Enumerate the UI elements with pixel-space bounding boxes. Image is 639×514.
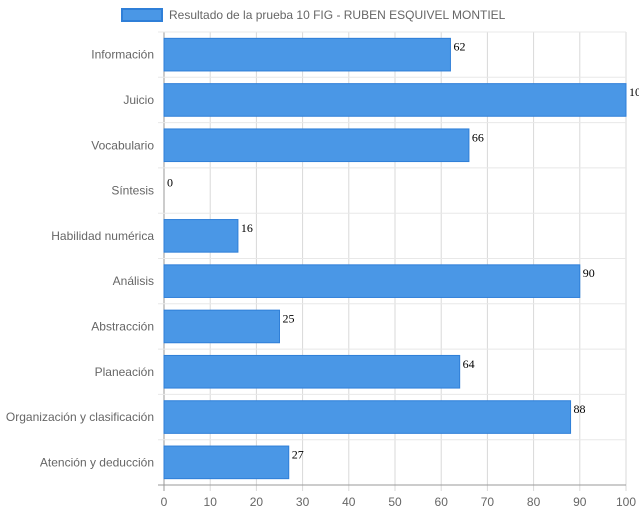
- category-label: Habilidad numérica: [51, 229, 154, 243]
- category-label: Abstracción: [91, 319, 154, 333]
- legend[interactable]: Resultado de la prueba 10 FIG - RUBEN ES…: [121, 8, 506, 22]
- x-tick-label: 30: [296, 495, 310, 509]
- bars: [163, 37, 627, 480]
- legend-label: Resultado de la prueba 10 FIG - RUBEN ES…: [169, 8, 506, 22]
- bar[interactable]: [163, 309, 280, 344]
- bar[interactable]: [163, 37, 451, 72]
- x-tick-label: 60: [435, 495, 449, 509]
- category-label: Vocabulario: [91, 138, 154, 152]
- x-tick-label: 10: [204, 495, 218, 509]
- data-label: 62: [453, 40, 465, 54]
- data-label: 100: [629, 85, 639, 99]
- category-label: Juicio: [123, 93, 154, 107]
- x-tick-label: 40: [342, 495, 356, 509]
- category-label: Planeación: [95, 365, 154, 379]
- category-label: Organización y clasificación: [6, 410, 154, 424]
- bar[interactable]: [163, 264, 581, 298]
- x-axis: 0 10 20 30 40 50 60 70 80 90 100: [161, 495, 637, 509]
- data-label: 25: [283, 311, 295, 325]
- bar[interactable]: [163, 128, 470, 163]
- category-label: Información: [91, 48, 154, 62]
- category-label: Análisis: [113, 274, 154, 288]
- bar[interactable]: [163, 354, 461, 389]
- data-label: 0: [167, 176, 173, 190]
- x-tick-label: 20: [250, 495, 264, 509]
- data-labels: 62 100 66 0 16 90 25 64 88 27: [167, 40, 639, 462]
- data-label: 16: [241, 221, 253, 235]
- x-tick-label: 50: [388, 495, 402, 509]
- data-label: 64: [463, 357, 475, 371]
- data-label: 90: [583, 266, 595, 280]
- data-label: 66: [472, 130, 484, 144]
- x-tick-label: 80: [527, 495, 541, 509]
- x-tick-label: 0: [161, 495, 168, 509]
- bar[interactable]: [163, 445, 290, 480]
- x-tick-label: 100: [616, 495, 636, 509]
- data-label: 88: [574, 402, 586, 416]
- category-label: Síntesis: [111, 184, 154, 198]
- data-label: 27: [292, 447, 304, 461]
- category-label: Atención y deducción: [40, 455, 154, 469]
- bar[interactable]: [163, 219, 239, 253]
- bar[interactable]: [163, 83, 627, 117]
- bar[interactable]: [163, 400, 572, 434]
- x-tick-label: 90: [573, 495, 587, 509]
- legend-swatch: [121, 8, 163, 22]
- x-tick-label: 70: [481, 495, 495, 509]
- category-labels: Información Juicio Vocabulario Síntesis Habi…: [6, 48, 154, 470]
